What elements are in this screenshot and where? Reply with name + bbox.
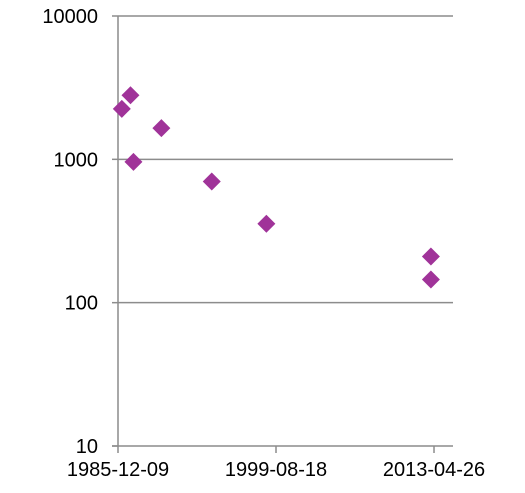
data-point	[421, 247, 440, 266]
data-point	[112, 99, 131, 118]
x-tick-label: 2013-04-26	[383, 459, 485, 481]
data-point	[421, 270, 440, 289]
y-tick-label: 10	[76, 436, 98, 458]
x-tick-label: 1985-12-09	[67, 459, 169, 481]
y-tick-label: 10000	[42, 6, 98, 28]
y-tick-labels: 10 100 1000 10000	[42, 6, 98, 458]
x-ticks	[117, 446, 435, 453]
x-tick-labels: 1985-12-09 1999-08-18 2013-04-26	[67, 459, 485, 481]
x-tick-label: 1999-08-18	[225, 459, 327, 481]
data-points	[112, 86, 440, 289]
y-ticks	[112, 15, 118, 447]
y-tick-label: 100	[65, 293, 98, 315]
data-point	[257, 214, 276, 233]
data-point	[124, 152, 143, 171]
y-tick-label: 1000	[54, 149, 99, 171]
gridlines	[118, 15, 453, 304]
data-point	[202, 172, 221, 191]
data-point	[152, 119, 171, 138]
data-point	[121, 86, 140, 105]
